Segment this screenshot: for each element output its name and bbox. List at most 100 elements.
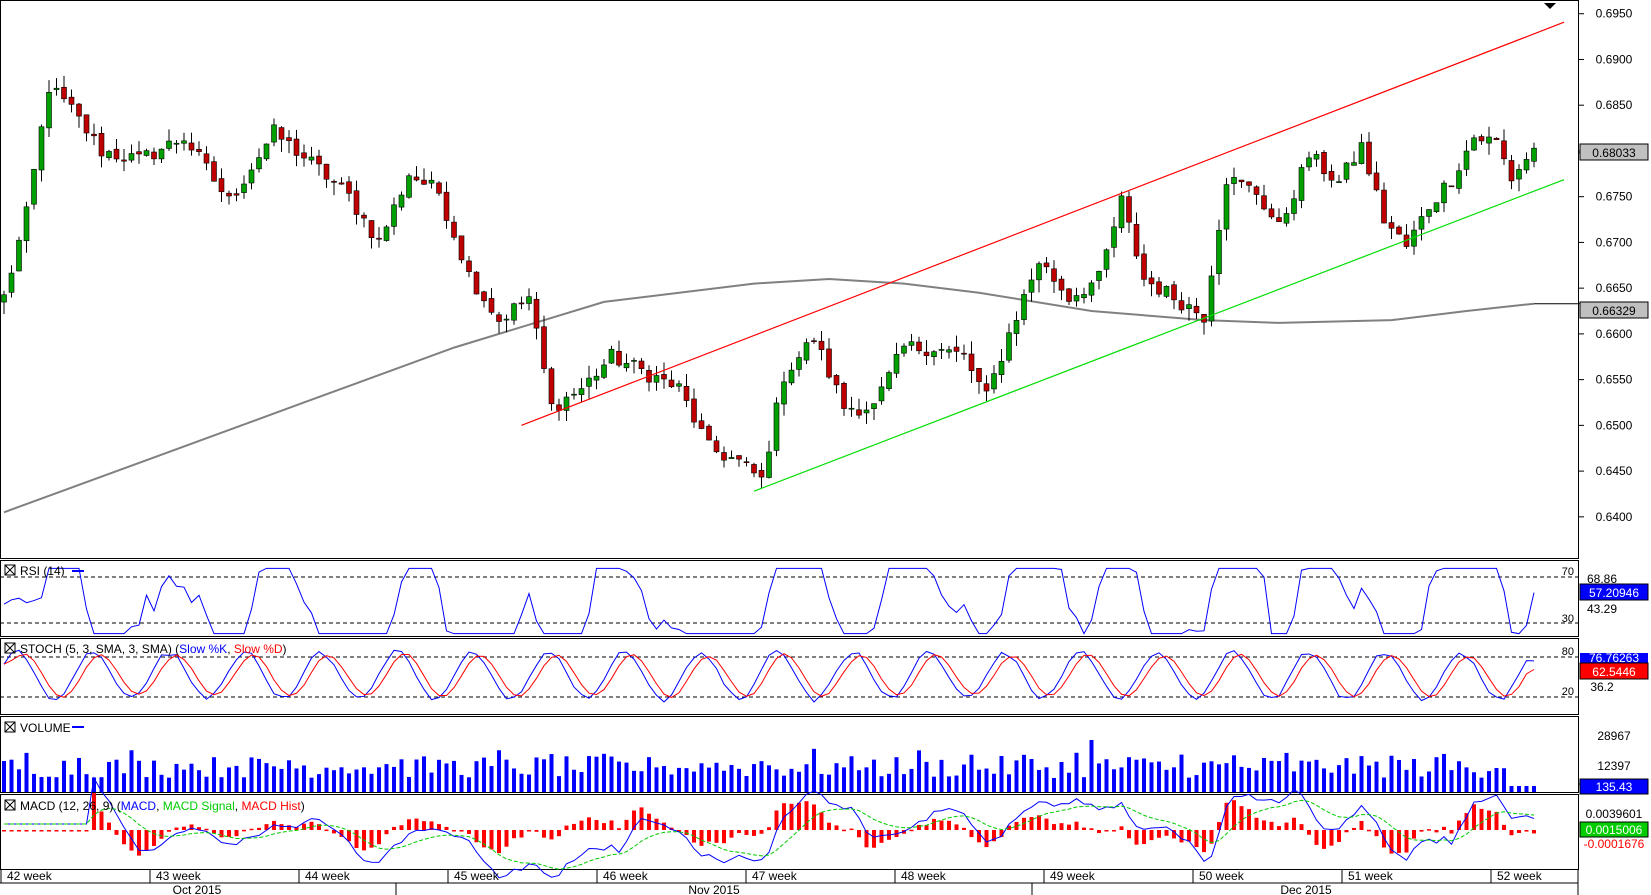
volume-bar xyxy=(137,760,141,792)
macd-hist-bar xyxy=(654,818,659,830)
candle-body xyxy=(1381,189,1387,224)
candle xyxy=(1531,142,1537,168)
macd-hist-bar xyxy=(1224,802,1229,830)
volume-bar xyxy=(1509,786,1514,792)
candle-body xyxy=(1478,136,1485,142)
macd-hist-bar xyxy=(1322,830,1326,849)
volume-bar xyxy=(512,768,516,792)
candle-body xyxy=(931,351,937,357)
macd-hist-bar xyxy=(1427,829,1431,831)
candle xyxy=(1036,261,1042,293)
candle xyxy=(1051,260,1057,294)
candle xyxy=(1013,311,1020,346)
volume-bar xyxy=(587,756,591,792)
macd-hist-bar xyxy=(1022,817,1026,830)
candle xyxy=(331,179,337,196)
volume-bar xyxy=(174,763,179,792)
candle xyxy=(1133,212,1140,260)
volume-bar xyxy=(309,777,314,792)
volume-bar xyxy=(1404,769,1409,792)
scroll-marker-icon[interactable] xyxy=(1544,3,1556,9)
volume-bar xyxy=(999,756,1004,792)
macd-hist-bar xyxy=(384,830,389,835)
candle-body xyxy=(503,318,510,321)
candle xyxy=(466,256,472,278)
candle-body xyxy=(1471,137,1477,151)
volume-bar xyxy=(1329,772,1334,792)
candle-body xyxy=(608,348,615,364)
volume-bar xyxy=(467,777,471,792)
candle-body xyxy=(218,178,225,193)
candle xyxy=(1058,275,1065,301)
stoch-legend: STOCH (5, 3, SMA, 3, SMA) (Slow %K, Slow… xyxy=(4,642,287,656)
candle-body xyxy=(871,403,877,409)
volume-bar xyxy=(347,773,351,792)
candle-body xyxy=(361,214,367,219)
macd-hist-bar xyxy=(557,830,561,837)
candle-body xyxy=(1298,167,1305,201)
volume-bar xyxy=(234,765,239,792)
macd-hist-bar xyxy=(804,801,809,830)
volume-bar xyxy=(939,759,944,792)
candle-body xyxy=(683,386,690,401)
trendline[interactable] xyxy=(753,179,1565,492)
macd-hist-bar xyxy=(69,830,74,832)
macd-hist-bar xyxy=(1202,830,1206,853)
volume-bar xyxy=(594,756,599,792)
candle xyxy=(346,176,352,202)
volume-bar xyxy=(257,758,261,792)
candle xyxy=(691,388,697,428)
volume-bar xyxy=(932,776,936,792)
candle-body xyxy=(376,237,382,240)
volume-max-label: 28967 xyxy=(1597,729,1631,743)
volume-bar xyxy=(2,761,6,792)
candle-body xyxy=(548,368,555,405)
candle xyxy=(683,374,690,408)
candle xyxy=(938,343,945,360)
volume-bar xyxy=(572,769,576,792)
ma-price-label: 0.66329 xyxy=(1592,304,1636,318)
volume-bar xyxy=(122,773,126,792)
candle xyxy=(826,338,832,380)
volume-bar xyxy=(9,759,14,792)
candle xyxy=(863,401,870,424)
macd-hist-bar xyxy=(77,830,81,832)
svg-text:STOCH (5, 3, SMA, 3, SMA) (Slo: STOCH (5, 3, SMA, 3, SMA) (Slow %K, Slow… xyxy=(20,642,287,656)
macd-line xyxy=(4,776,1535,879)
trendline[interactable] xyxy=(521,21,1565,426)
candle xyxy=(541,315,547,374)
macd-hist-bar xyxy=(909,829,914,832)
candle-body xyxy=(991,373,997,390)
volume-bar xyxy=(1532,786,1536,792)
volume-bar xyxy=(1269,760,1274,792)
volume-bar xyxy=(834,763,839,792)
volume-bar xyxy=(1037,769,1041,792)
macd-legend: MACD (12, 26, 9) (MACD, MACD Signal, MAC… xyxy=(4,799,305,813)
volume-bar xyxy=(1044,767,1049,792)
candle xyxy=(893,342,900,378)
volume-bar xyxy=(1337,765,1341,792)
price-tick-label: 0.6400 xyxy=(1596,510,1633,524)
macd-hist-bar xyxy=(1412,830,1416,839)
macd-hist-bar xyxy=(1434,830,1439,833)
candle-body xyxy=(1126,196,1132,223)
candle-body xyxy=(1523,159,1530,171)
stoch-level-20: 20 xyxy=(1562,686,1574,698)
macd-hist-bar xyxy=(1179,830,1184,843)
macd-hist-bar xyxy=(774,810,779,830)
candle xyxy=(46,80,52,138)
macd-hist-bar xyxy=(437,824,441,830)
candle xyxy=(961,344,967,360)
week-label: 45 week xyxy=(454,869,500,883)
candlestick-series xyxy=(1,75,1537,489)
candle-body xyxy=(661,374,667,380)
candle-body xyxy=(248,169,255,184)
macd-hist-bar xyxy=(234,830,239,837)
rsi-panel: RSI (14) 70 30 68.86 57.20946 43.29 xyxy=(0,560,1649,637)
candle xyxy=(953,335,960,362)
rsi-value-label: 57.20946 xyxy=(1589,586,1639,600)
macd-hist-bar xyxy=(797,802,801,830)
volume-bar xyxy=(1524,786,1529,792)
candle-body xyxy=(541,326,547,369)
volume-bar xyxy=(909,768,914,792)
